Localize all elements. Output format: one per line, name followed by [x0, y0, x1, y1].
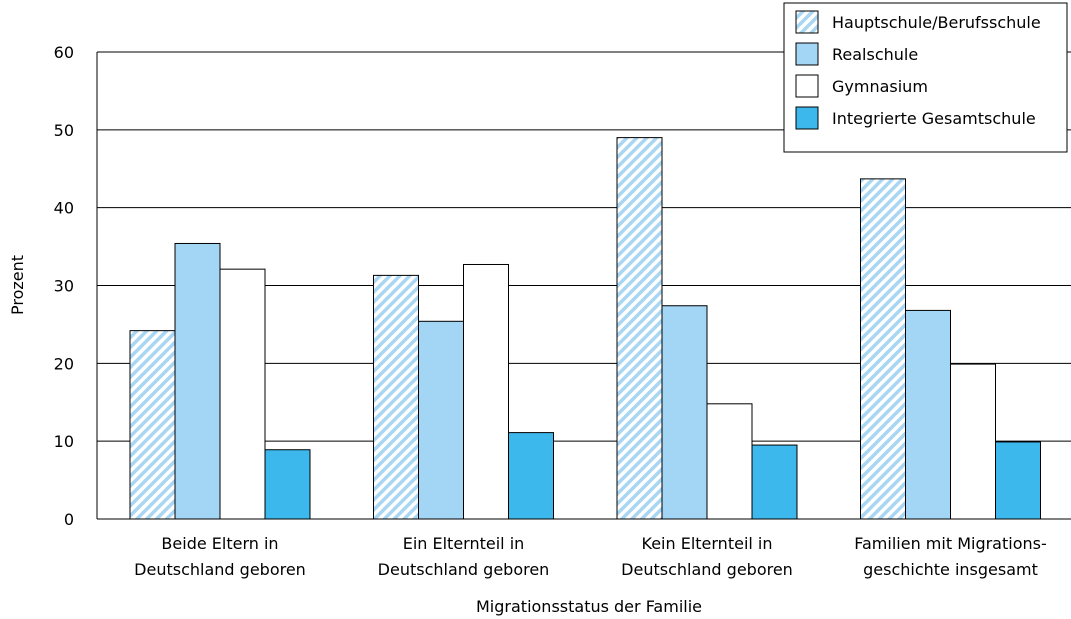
legend-swatch	[795, 10, 819, 34]
y-tick-label: 0	[64, 510, 74, 529]
x-axis-title: Migrationsstatus der Familie	[476, 597, 702, 616]
x-category-label: Ein Elternteil in	[403, 534, 525, 553]
legend-box	[783, 2, 1068, 153]
x-category-label: Beide Eltern in	[161, 534, 278, 553]
y-tick-label: 40	[54, 199, 74, 218]
x-category-label: Familien mit Migrations-	[854, 534, 1046, 553]
legend-label: Realschule	[832, 45, 918, 64]
bar-integrierte-gesamtschule-2	[751, 444, 798, 520]
x-category-label: Deutschland geboren	[378, 560, 550, 579]
bar-gymnasium-2	[706, 403, 753, 520]
legend-swatch	[795, 74, 819, 98]
bar-realschule-3	[905, 309, 951, 520]
y-tick-label: 30	[54, 277, 74, 296]
x-category-label: Deutschland geboren	[134, 560, 306, 579]
legend-label: Gymnasium	[832, 77, 928, 96]
legend-label: Integrierte Gesamtschule	[832, 109, 1036, 128]
y-axis-title: Prozent	[8, 255, 27, 315]
y-tick-label: 10	[54, 432, 74, 451]
bar-hauptschule-berufsschule-2	[616, 137, 663, 520]
bar-hauptschule-berufsschule-0	[129, 330, 176, 520]
x-category-label: geschichte insgesamt	[863, 560, 1038, 579]
bar-integrierte-gesamtschule-3	[995, 441, 1041, 520]
bar-gymnasium-1	[463, 263, 509, 520]
x-category-label: Kein Elternteil in	[642, 534, 773, 553]
x-category-label: Deutschland geboren	[621, 560, 793, 579]
legend-swatch	[795, 106, 819, 130]
bar-realschule-1	[418, 320, 464, 520]
bar-hauptschule-berufsschule-1	[373, 274, 419, 520]
bar-realschule-2	[661, 305, 708, 520]
legend-label: Hauptschule/Berufsschule	[832, 13, 1041, 32]
y-tick-label: 20	[54, 354, 74, 373]
bar-gymnasium-3	[950, 363, 996, 520]
y-tick-label: 60	[54, 43, 74, 62]
legend-swatch	[795, 42, 819, 66]
bar-integrierte-gesamtschule-1	[508, 432, 554, 520]
bar-realschule-0	[174, 242, 221, 520]
bar-gymnasium-0	[219, 268, 266, 520]
y-tick-label: 50	[54, 121, 74, 140]
bar-hauptschule-berufsschule-3	[860, 178, 906, 520]
bar-integrierte-gesamtschule-0	[264, 449, 311, 520]
